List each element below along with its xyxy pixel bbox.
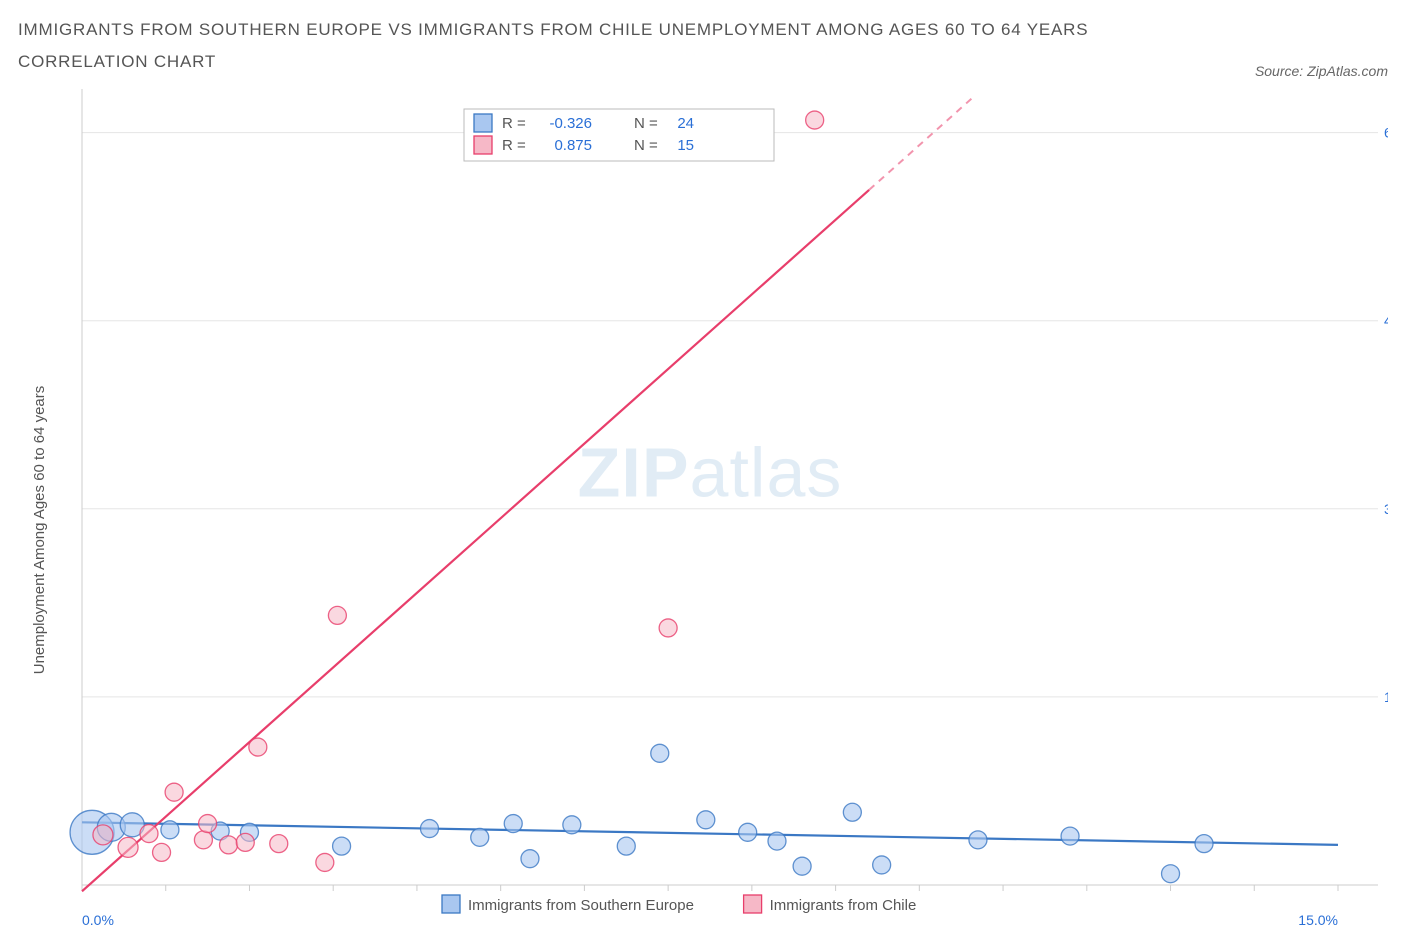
trend-line [82, 190, 869, 891]
data-point [563, 815, 581, 833]
data-point [1162, 864, 1180, 882]
data-point [697, 810, 715, 828]
data-point [165, 783, 183, 801]
data-point [969, 830, 987, 848]
data-point [118, 837, 138, 857]
data-point [521, 849, 539, 867]
data-point [220, 835, 238, 853]
data-point [1195, 834, 1213, 852]
data-point [471, 828, 489, 846]
y-tick-label: 60.0% [1384, 124, 1388, 140]
data-point [194, 830, 212, 848]
data-point [333, 837, 351, 855]
data-point [651, 744, 669, 762]
data-point [153, 843, 171, 861]
data-point [236, 833, 254, 851]
x-tick-label: 15.0% [1298, 912, 1338, 928]
correlation-scatter-chart: ZIPatlas 0.0% 15.0% 15.0% 30.0% 45.0% 60.0% Une… [18, 85, 1388, 935]
data-point [93, 824, 113, 844]
data-point [270, 834, 288, 852]
legend-label: Immigrants from Southern Europe [468, 897, 694, 914]
x-tick-label: 0.0% [82, 912, 114, 928]
y-axis-label: Unemployment Among Ages 60 to 64 years [31, 385, 48, 674]
stats-n-label: N = [634, 137, 658, 154]
data-point [249, 738, 267, 756]
data-point [161, 820, 179, 838]
y-tick-label: 45.0% [1384, 312, 1388, 328]
data-point [199, 814, 217, 832]
stats-r-value: 0.875 [554, 137, 592, 154]
header-row: IMMIGRANTS FROM SOUTHERN EUROPE VS IMMIG… [18, 14, 1388, 79]
legend-swatch [474, 114, 492, 132]
data-point [768, 832, 786, 850]
data-point [420, 819, 438, 837]
data-point [140, 824, 158, 842]
y-tick-label: 30.0% [1384, 500, 1388, 516]
legend-label: Immigrants from Chile [770, 897, 917, 914]
data-point [873, 856, 891, 874]
legend-swatch [474, 136, 492, 154]
stats-r-label: R = [502, 115, 526, 132]
legend-swatch [744, 895, 762, 913]
data-point [843, 803, 861, 821]
data-point [659, 619, 677, 637]
data-point [806, 111, 824, 129]
data-point [328, 606, 346, 624]
chart-title: IMMIGRANTS FROM SOUTHERN EUROPE VS IMMIG… [18, 14, 1088, 79]
data-point [504, 814, 522, 832]
stats-n-value: 15 [677, 137, 694, 154]
data-point [617, 837, 635, 855]
source-label: Source: ZipAtlas.com [1255, 63, 1388, 79]
legend-swatch [442, 895, 460, 913]
data-point [739, 823, 757, 841]
stats-n-value: 24 [677, 115, 694, 132]
trend-line-dashed [869, 95, 976, 190]
title-line2: CORRELATION CHART [18, 46, 1088, 78]
data-point [793, 857, 811, 875]
data-point [1061, 827, 1079, 845]
stats-r-value: -0.326 [549, 115, 592, 132]
data-point [316, 853, 334, 871]
chart-container: ZIPatlas 0.0% 15.0% 15.0% 30.0% 45.0% 60.0% Une… [18, 85, 1388, 935]
watermark: ZIPatlas [578, 433, 843, 511]
stats-r-label: R = [502, 137, 526, 154]
stats-n-label: N = [634, 115, 658, 132]
y-tick-label: 15.0% [1384, 688, 1388, 704]
title-line1: IMMIGRANTS FROM SOUTHERN EUROPE VS IMMIG… [18, 14, 1088, 46]
